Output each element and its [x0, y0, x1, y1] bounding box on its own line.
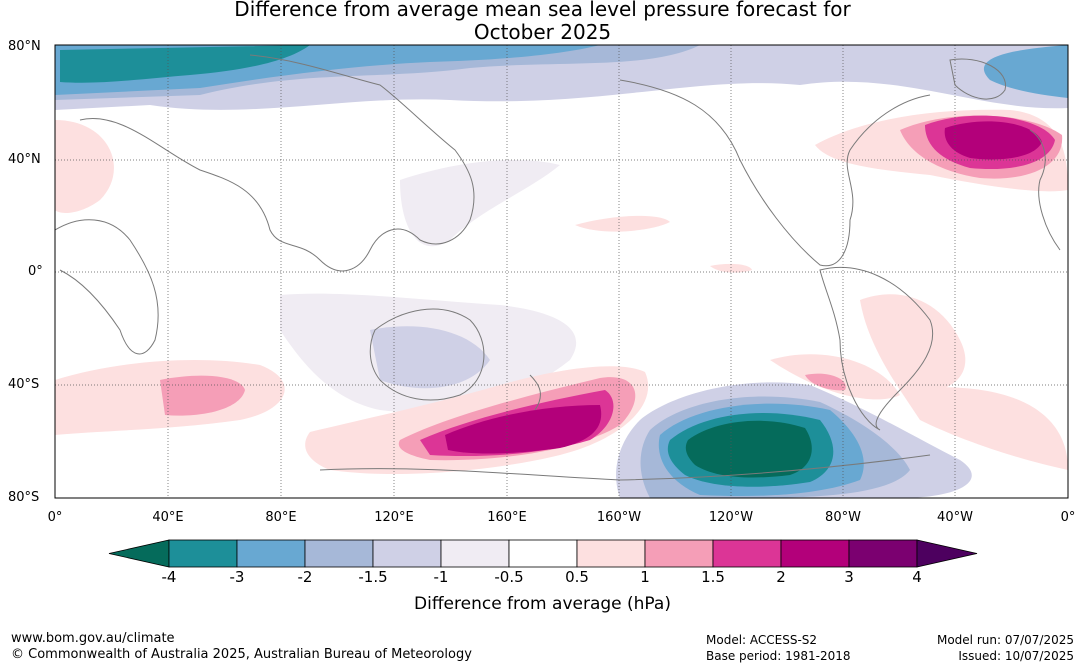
southeast-pacific-high-inner [805, 373, 846, 391]
map-frame [54, 44, 1069, 499]
footer-issued: Issued: 10/07/2025 [958, 649, 1074, 663]
lat-label-40n: 40°N [8, 152, 41, 167]
lon-label-160w: 160°W [596, 510, 642, 525]
footer-model: Model: ACCESS-S2 [706, 633, 818, 647]
new-zealand-coast [529, 374, 541, 411]
lat-label-40s: 40°S [8, 377, 40, 392]
colorbar-tick-minus-1: -1 [433, 568, 449, 586]
map-title-line-2: October 2025 [473, 20, 612, 44]
colorbar-swatch-1 [168, 539, 238, 568]
footer-model-run: Model run: 07/07/2025 [936, 633, 1074, 647]
colorbar-extend-low [108, 539, 170, 568]
colorbar-tick-minus-3: -3 [229, 568, 245, 586]
colorbar-tick-2: 2 [776, 568, 786, 586]
colorbar-swatch-8 [644, 539, 714, 568]
colorbar-swatch-3 [304, 539, 374, 568]
amundsen-low-core [685, 420, 812, 478]
colorbar-swatch-9 [712, 539, 782, 568]
footer-site-link[interactable]: www.bom.gov.au/climate [11, 631, 175, 646]
lon-label-80e: 80°E [265, 510, 297, 525]
north-pacific-high-band [575, 215, 670, 232]
south-atlantic-high [900, 387, 1068, 470]
lat-label-80n: 80°N [8, 39, 41, 54]
greenland-low [983, 45, 1068, 98]
australia-coast [369, 308, 485, 401]
antarctica-coast [319, 454, 931, 481]
west-pacific-slight-low [400, 160, 560, 247]
colorbar-swatch-2 [236, 539, 306, 568]
colorbar-swatches [108, 539, 978, 568]
colorbar-tick-minus-1-5: -1.5 [358, 568, 388, 586]
colorbar-extend-high [916, 539, 978, 568]
australia-low [370, 326, 490, 389]
lon-label-120e: 120°E [374, 510, 414, 525]
colorbar-tick-4: 4 [912, 568, 922, 586]
colorbar-tick-0-5: 0.5 [565, 568, 589, 586]
map-title-line-1: Difference from average mean sea level p… [234, 0, 851, 21]
colorbar-tick-3: 3 [844, 568, 854, 586]
colorbar-swatch-10 [780, 539, 850, 568]
colorbar-label: Difference from average (hPa) [414, 594, 671, 614]
arctic-low-core [60, 45, 310, 83]
footer-base-period: Base period: 1981-2018 [706, 649, 851, 663]
colorbar-swatch-7 [576, 539, 646, 568]
colorbar-tick-minus-0-5: -0.5 [494, 568, 524, 586]
colorbar-tick-1-5: 1.5 [701, 568, 725, 586]
north-america-coast [619, 79, 931, 267]
greenland-coast [949, 58, 1006, 100]
lat-label-0: 0° [28, 264, 43, 279]
colorbar-swatch-5 [440, 539, 510, 568]
colorbar-swatch-11 [848, 539, 918, 568]
footer-copyright: © Commonwealth of Australia 2025, Austra… [11, 647, 472, 662]
lon-label-40e: 40°E [152, 510, 184, 525]
north-atlantic-high-core [944, 121, 1042, 160]
colorbar-tick-1: 1 [640, 568, 650, 586]
colorbar-swatch-4 [372, 539, 442, 568]
colorbar-tick-minus-2: -2 [297, 568, 313, 586]
africa-coast [55, 219, 159, 355]
south-america-high [860, 294, 966, 393]
colorbar-swatch-6 [508, 539, 578, 568]
gridlines [55, 45, 1068, 498]
lon-label-160e: 160°E [487, 510, 527, 525]
lat-label-80s: 80°S [8, 490, 40, 505]
indian-ocean-high-inner [160, 375, 245, 416]
lon-label-0-left: 0° [47, 510, 63, 525]
lon-label-80w: 80°W [825, 510, 861, 525]
europe-high-outer [55, 120, 114, 213]
anomaly-shading [55, 45, 1068, 498]
pressure-anomaly-map [54, 44, 1069, 499]
lon-label-0-right: 0° [1060, 510, 1076, 525]
south-pacific-high-core [445, 405, 602, 454]
lon-label-120w: 120°W [708, 510, 754, 525]
west-europe-coast [1029, 129, 1061, 251]
lon-label-40w: 40°W [937, 510, 973, 525]
eurasia-coast [79, 54, 475, 272]
south-america-coast [819, 266, 934, 431]
coastlines [55, 54, 1061, 481]
colorbar-tick-minus-4: -4 [161, 568, 177, 586]
equatorial-high [710, 263, 752, 273]
